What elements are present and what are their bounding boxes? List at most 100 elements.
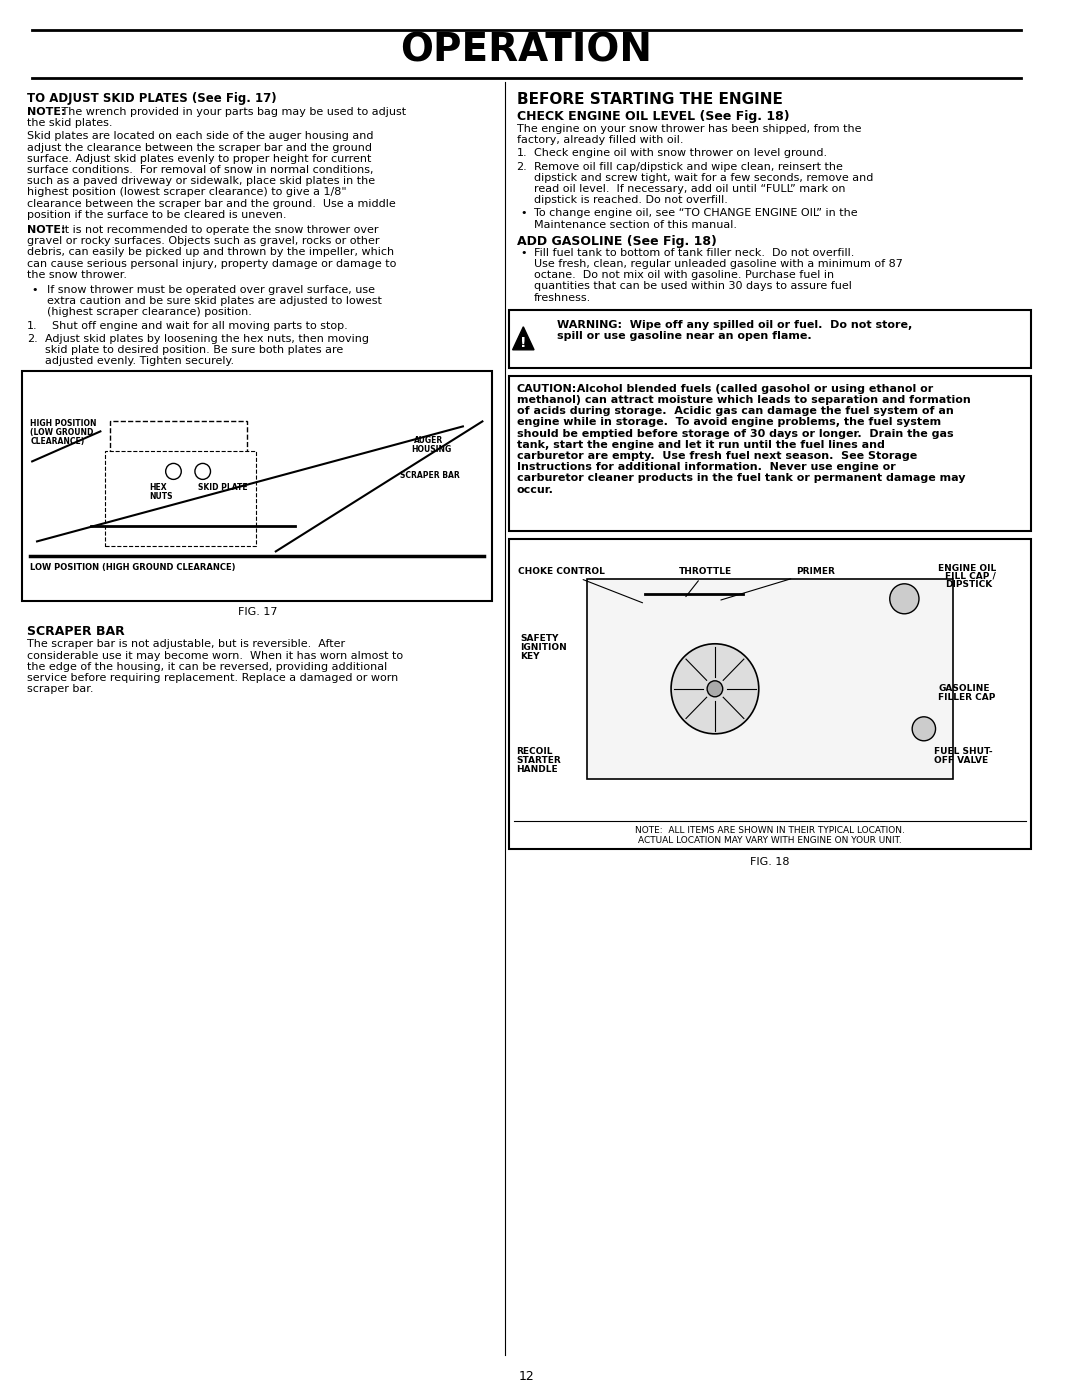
Text: such as a paved driveway or sidewalk, place skid plates in the: such as a paved driveway or sidewalk, pl… (27, 176, 376, 186)
Text: SKID PLATE: SKID PLATE (198, 483, 247, 492)
Circle shape (194, 464, 211, 479)
Text: LOW POSITION (HIGH GROUND CLEARANCE): LOW POSITION (HIGH GROUND CLEARANCE) (30, 563, 235, 573)
Text: FUEL SHUT-: FUEL SHUT- (933, 747, 993, 756)
Text: surface conditions.  For removal of snow in normal conditions,: surface conditions. For removal of snow … (27, 165, 374, 175)
Text: (LOW GROUND: (LOW GROUND (30, 429, 94, 437)
Text: freshness.: freshness. (534, 292, 591, 303)
Text: The engine on your snow thrower has been shipped, from the: The engine on your snow thrower has been… (516, 124, 861, 134)
Text: Skid plates are located on each side of the auger housing and: Skid plates are located on each side of … (27, 131, 374, 141)
Text: TO ADJUST SKID PLATES (See Fig. 17): TO ADJUST SKID PLATES (See Fig. 17) (27, 92, 276, 105)
Text: surface. Adjust skid plates evenly to proper height for current: surface. Adjust skid plates evenly to pr… (27, 154, 372, 163)
Text: of acids during storage.  Acidic gas can damage the fuel system of an: of acids during storage. Acidic gas can … (516, 407, 954, 416)
Text: skid plate to desired position. Be sure both plates are: skid plate to desired position. Be sure … (45, 345, 343, 355)
Text: scraper bar.: scraper bar. (27, 685, 94, 694)
Text: Instructions for additional information.  Never use engine or: Instructions for additional information.… (516, 462, 895, 472)
Text: can cause serious personal injury, property damage or damage to: can cause serious personal injury, prope… (27, 258, 396, 268)
Text: carburetor are empty.  Use fresh fuel next season.  See Storage: carburetor are empty. Use fresh fuel nex… (516, 451, 917, 461)
Text: ENGINE OIL: ENGINE OIL (939, 564, 997, 573)
Text: service before requiring replacement. Replace a damaged or worn: service before requiring replacement. Re… (27, 673, 399, 683)
Text: If snow thrower must be operated over gravel surface, use: If snow thrower must be operated over gr… (46, 285, 375, 295)
Text: HEX: HEX (149, 483, 166, 492)
Text: Shut off engine and wait for all moving parts to stop.: Shut off engine and wait for all moving … (45, 320, 348, 331)
Text: 2.: 2. (516, 162, 527, 172)
Text: octane.  Do not mix oil with gasoline. Purchase fuel in: octane. Do not mix oil with gasoline. Pu… (534, 270, 834, 281)
Text: Remove oil fill cap/dipstick and wipe clean, reinsert the: Remove oil fill cap/dipstick and wipe cl… (534, 162, 842, 172)
Text: quantities that can be used within 30 days to assure fuel: quantities that can be used within 30 da… (534, 281, 852, 292)
Text: HANDLE: HANDLE (516, 764, 558, 774)
Text: Fill fuel tank to bottom of tank filler neck.  Do not overfill.: Fill fuel tank to bottom of tank filler … (534, 247, 854, 258)
Text: tank, start the engine and let it run until the fuel lines and: tank, start the engine and let it run un… (516, 440, 885, 450)
Text: carburetor cleaner products in the fuel tank or permanent damage may: carburetor cleaner products in the fuel … (516, 474, 966, 483)
Text: KEY: KEY (521, 652, 540, 661)
Text: HOUSING: HOUSING (411, 446, 451, 454)
Text: considerable use it may become worn.  When it has worn almost to: considerable use it may become worn. Whe… (27, 651, 404, 661)
Text: Use fresh, clean, regular unleaded gasoline with a minimum of 87: Use fresh, clean, regular unleaded gasol… (534, 258, 903, 270)
Text: OPERATION: OPERATION (401, 32, 652, 70)
Text: factory, already filled with oil.: factory, already filled with oil. (516, 136, 683, 145)
Text: FILL CAP /: FILL CAP / (945, 571, 996, 581)
Text: GASOLINE: GASOLINE (939, 683, 990, 693)
Text: 1.: 1. (27, 320, 38, 331)
Bar (509, 310, 1031, 367)
Text: To change engine oil, see “TO CHANGE ENGINE OIL” in the: To change engine oil, see “TO CHANGE ENG… (534, 208, 858, 218)
Text: the edge of the housing, it can be reversed, providing additional: the edge of the housing, it can be rever… (27, 662, 388, 672)
Bar (23, 372, 492, 601)
Text: dipstick is reached. Do not overfill.: dipstick is reached. Do not overfill. (534, 196, 728, 205)
Text: ACTUAL LOCATION MAY VARY WITH ENGINE ON YOUR UNIT.: ACTUAL LOCATION MAY VARY WITH ENGINE ON … (638, 835, 902, 845)
Text: engine while in storage.  To avoid engine problems, the fuel system: engine while in storage. To avoid engine… (516, 418, 941, 427)
Text: Alcohol blended fuels (called gasohol or using ethanol or: Alcohol blended fuels (called gasohol or… (569, 384, 933, 394)
Text: the snow thrower.: the snow thrower. (27, 270, 127, 279)
Text: NOTE:  ALL ITEMS ARE SHOWN IN THEIR TYPICAL LOCATION.: NOTE: ALL ITEMS ARE SHOWN IN THEIR TYPIC… (635, 826, 905, 835)
Circle shape (165, 464, 181, 479)
Circle shape (913, 717, 935, 740)
Text: CHECK ENGINE OIL LEVEL (See Fig. 18): CHECK ENGINE OIL LEVEL (See Fig. 18) (516, 110, 789, 123)
Text: HIGH POSITION: HIGH POSITION (30, 419, 97, 429)
Text: AUGER: AUGER (414, 436, 444, 446)
Circle shape (707, 680, 723, 697)
Circle shape (671, 644, 759, 733)
Text: should be emptied before storage of 30 days or longer.  Drain the gas: should be emptied before storage of 30 d… (516, 429, 954, 439)
Text: adjusted evenly. Tighten securely.: adjusted evenly. Tighten securely. (45, 356, 234, 366)
Text: highest position (lowest scraper clearance) to give a 1/8": highest position (lowest scraper clearan… (27, 187, 347, 197)
Text: •: • (521, 247, 527, 258)
Polygon shape (513, 327, 534, 349)
Text: SAFETY: SAFETY (521, 634, 558, 643)
Text: the skid plates.: the skid plates. (27, 119, 112, 129)
Text: Check engine oil with snow thrower on level ground.: Check engine oil with snow thrower on le… (534, 148, 827, 158)
Text: WARNING:  Wipe off any spilled oil or fuel.  Do not store,: WARNING: Wipe off any spilled oil or fue… (557, 320, 913, 330)
Text: •: • (31, 285, 38, 295)
Circle shape (890, 584, 919, 613)
Text: CAUTION:: CAUTION: (516, 384, 577, 394)
Bar (105, 451, 256, 546)
Text: debris, can easily be picked up and thrown by the impeller, which: debris, can easily be picked up and thro… (27, 247, 394, 257)
Text: extra caution and be sure skid plates are adjusted to lowest: extra caution and be sure skid plates ar… (46, 296, 381, 306)
Text: !: ! (521, 335, 527, 349)
Text: BEFORE STARTING THE ENGINE: BEFORE STARTING THE ENGINE (516, 92, 782, 108)
Text: read oil level.  If necessary, add oil until “FULL” mark on: read oil level. If necessary, add oil un… (534, 184, 846, 194)
Text: NOTE:: NOTE: (27, 108, 66, 117)
Text: THROTTLE: THROTTLE (679, 567, 732, 597)
Text: SCRAPER BAR: SCRAPER BAR (400, 471, 459, 481)
Text: OFF VALVE: OFF VALVE (933, 756, 988, 764)
Text: CHOKE CONTROL: CHOKE CONTROL (518, 567, 643, 602)
Text: 12: 12 (518, 1370, 535, 1383)
Text: dipstick and screw tight, wait for a few seconds, remove and: dipstick and screw tight, wait for a few… (534, 173, 874, 183)
Text: The wrench provided in your parts bag may be used to adjust: The wrench provided in your parts bag ma… (58, 108, 406, 117)
Bar (509, 539, 1031, 849)
Text: SCRAPER BAR: SCRAPER BAR (27, 626, 125, 638)
Text: The scraper bar is not adjustable, but is reversible.  After: The scraper bar is not adjustable, but i… (27, 640, 346, 650)
Text: gravel or rocky surfaces. Objects such as gravel, rocks or other: gravel or rocky surfaces. Objects such a… (27, 236, 380, 246)
Text: NOTE:: NOTE: (27, 225, 66, 235)
Text: RECOIL: RECOIL (516, 747, 553, 756)
Text: Adjust skid plates by loosening the hex nuts, then moving: Adjust skid plates by loosening the hex … (45, 334, 369, 344)
Text: STARTER: STARTER (516, 756, 562, 764)
Text: CLEARANCE): CLEARANCE) (30, 437, 84, 447)
Bar (509, 376, 1031, 531)
Text: PRIMER: PRIMER (720, 567, 835, 599)
Text: spill or use gasoline near an open flame.: spill or use gasoline near an open flame… (557, 331, 812, 341)
Text: •: • (521, 208, 527, 218)
Text: 2.: 2. (27, 334, 38, 344)
Text: adjust the clearance between the scraper bar and the ground: adjust the clearance between the scraper… (27, 142, 373, 152)
Bar (586, 578, 953, 778)
Text: It is not recommended to operate the snow thrower over: It is not recommended to operate the sno… (58, 225, 379, 235)
